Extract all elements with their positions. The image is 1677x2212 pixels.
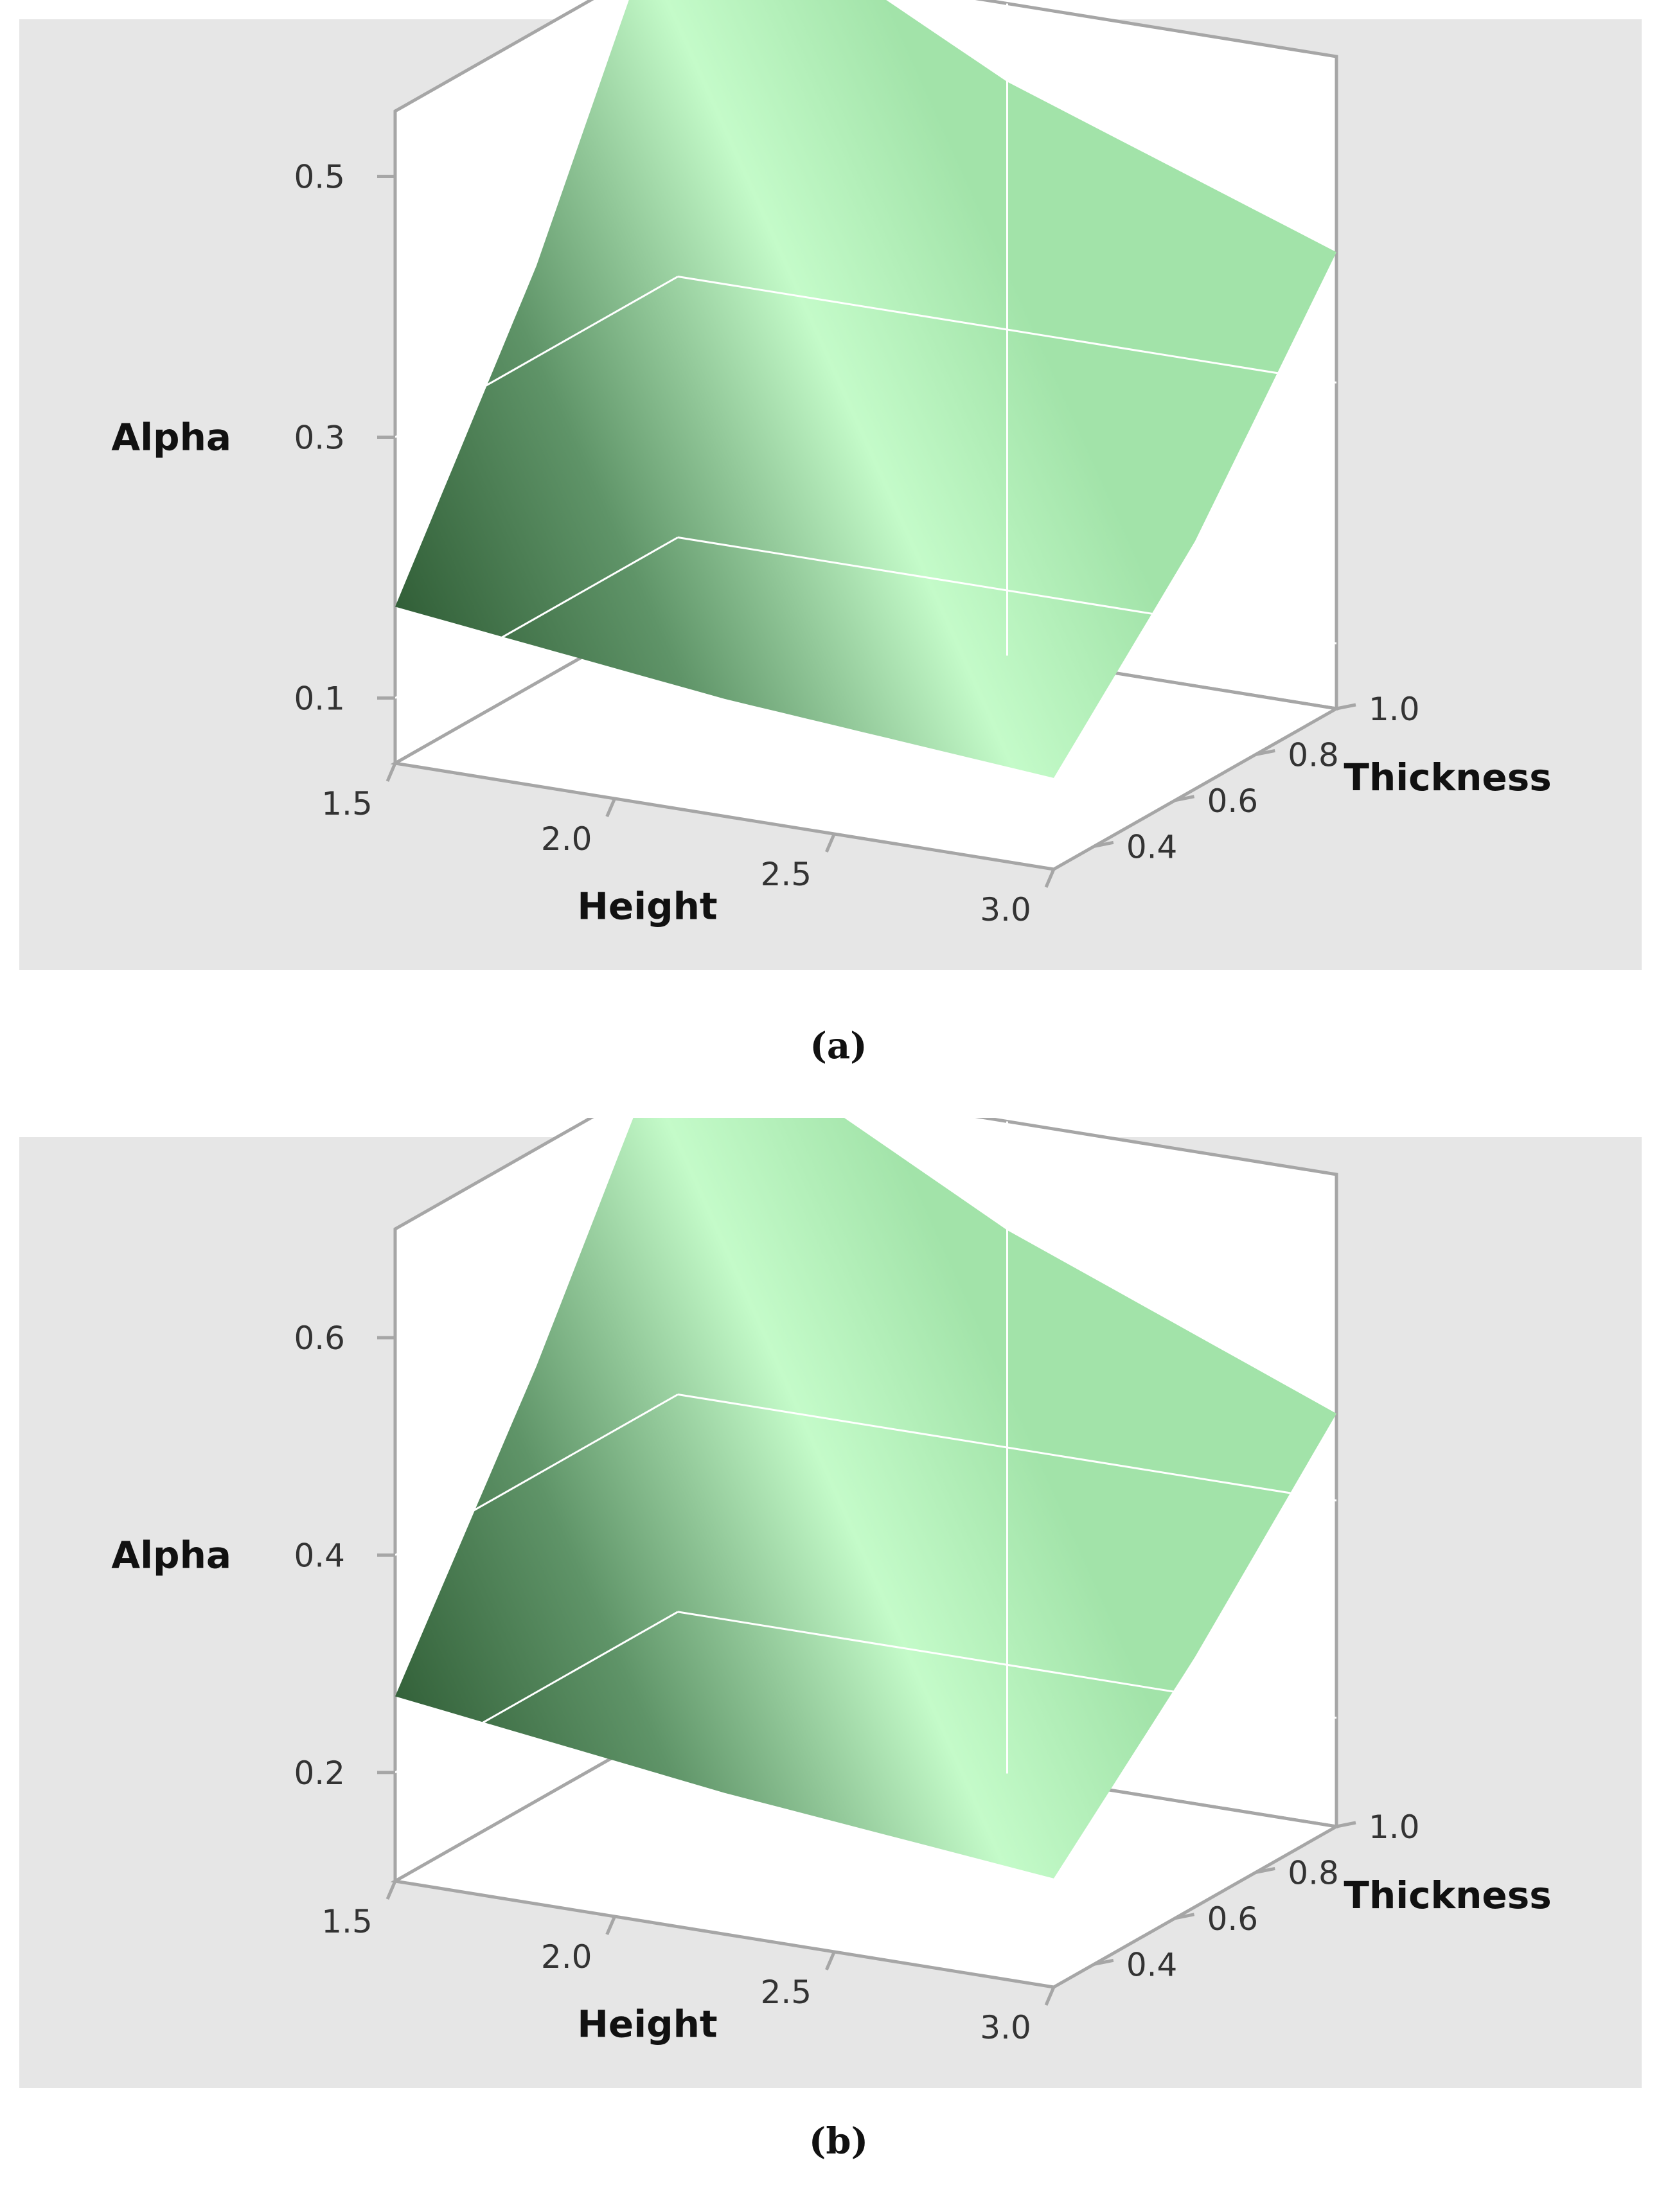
z-axis-label: Alpha <box>111 1534 231 1577</box>
x-tick-mark <box>605 798 616 817</box>
y-tick-label: 0.4 <box>1126 828 1178 865</box>
gridline <box>395 536 679 699</box>
z-tick-label: 0.2 <box>294 1755 345 1792</box>
x-axis-label: Height <box>577 885 717 928</box>
x-tick-label: 3.0 <box>980 2009 1031 2046</box>
x-tick-label: 2.5 <box>761 1974 812 2011</box>
x-tick-label: 2.0 <box>541 820 592 858</box>
surface-plot-b: 0.2 0.4 0.6 Alpha 1.5 2.0 2.5 3.0 Height 0.4 0.6 0.… <box>19 1118 1642 2088</box>
surface-plot-a: 0.1 0.3 0.5 Alpha 1.5 2.0 2.5 3.0 Height 0.4 0.6 0.… <box>19 0 1642 970</box>
y-tick-label: 0.6 <box>1207 783 1259 820</box>
y-tick-mark <box>1336 703 1356 711</box>
y-tick-mark <box>1094 840 1114 848</box>
y-tick-label: 0.8 <box>1288 1854 1339 1891</box>
z-tick-label: 0.3 <box>294 420 345 457</box>
x-axis-label: Height <box>577 2003 717 2046</box>
chart-panel-a: 0.1 0.3 0.5 Alpha 1.5 2.0 2.5 3.0 Height 0.4 0.6 0.… <box>0 0 1677 989</box>
x-tick-mark <box>1044 869 1056 888</box>
y-axis-label: Thickness <box>1344 1873 1551 1917</box>
y-tick-mark <box>1336 1821 1356 1828</box>
x-tick-mark <box>825 1951 836 1970</box>
x-tick-mark <box>386 763 397 782</box>
x-tick-mark <box>386 1880 397 1900</box>
y-tick-mark <box>1255 1866 1275 1874</box>
x-tick-mark <box>1044 1986 1056 2006</box>
response-surface <box>395 0 1336 778</box>
z-tick-label: 0.6 <box>294 1320 345 1357</box>
y-tick-mark <box>1094 1958 1114 1966</box>
gridline <box>395 1394 679 1556</box>
caption-a: (a) <box>810 1025 867 1067</box>
x-tick-label: 2.0 <box>541 1938 592 1976</box>
caption-b: (b) <box>808 2120 869 2163</box>
z-tick-label: 0.4 <box>294 1537 345 1575</box>
y-axis-label: Thickness <box>1344 756 1551 799</box>
chart-panel-b: 0.2 0.4 0.6 Alpha 1.5 2.0 2.5 3.0 Height 0.4 0.6 0.… <box>0 1118 1677 2107</box>
z-tick-label: 0.1 <box>294 680 345 718</box>
z-tick-label: 0.5 <box>294 159 345 196</box>
y-tick-mark <box>1175 1913 1195 1920</box>
y-tick-mark <box>1175 795 1195 802</box>
gridline <box>395 1611 679 1774</box>
x-tick-label: 2.5 <box>761 856 812 893</box>
z-axis-label: Alpha <box>111 416 231 459</box>
response-surface <box>395 1118 1336 1879</box>
x-tick-mark <box>605 1916 616 1935</box>
y-tick-label: 1.0 <box>1369 691 1420 728</box>
y-tick-label: 1.0 <box>1369 1809 1420 1846</box>
y-tick-label: 0.8 <box>1288 736 1339 774</box>
x-tick-mark <box>825 833 836 853</box>
x-tick-label: 3.0 <box>980 891 1031 928</box>
y-tick-label: 0.6 <box>1207 1900 1259 1938</box>
gridline <box>395 276 679 438</box>
y-tick-label: 0.4 <box>1126 1946 1178 1983</box>
x-tick-label: 1.5 <box>321 785 373 822</box>
y-tick-mark <box>1255 748 1275 756</box>
x-tick-label: 1.5 <box>321 1903 373 1940</box>
